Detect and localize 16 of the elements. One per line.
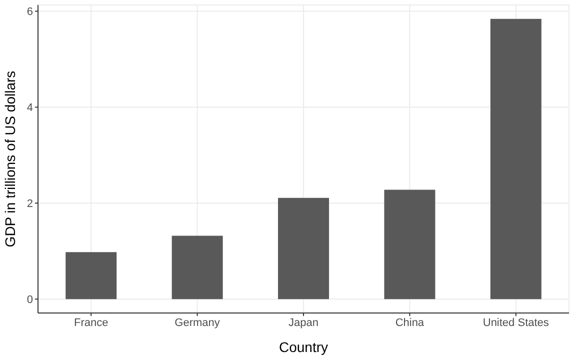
bar — [278, 198, 330, 300]
y-tick-label: 6 — [26, 6, 33, 18]
x-tick-label: China — [395, 316, 425, 329]
y-axis-title: GDP in trillions of US dollars — [2, 70, 18, 248]
x-tick-label: France — [74, 316, 108, 329]
bar — [384, 190, 436, 300]
x-axis-title: Country — [278, 339, 328, 355]
x-tick-label: Japan — [288, 316, 318, 329]
bar — [172, 236, 223, 300]
bar — [490, 18, 542, 300]
x-tick-label: United States — [482, 316, 550, 329]
bar — [66, 252, 117, 300]
y-tick-label: 2 — [26, 198, 33, 210]
x-tick-label: Germany — [174, 316, 220, 329]
y-tick-label: 0 — [26, 294, 33, 306]
y-tick-label: 4 — [26, 102, 33, 114]
